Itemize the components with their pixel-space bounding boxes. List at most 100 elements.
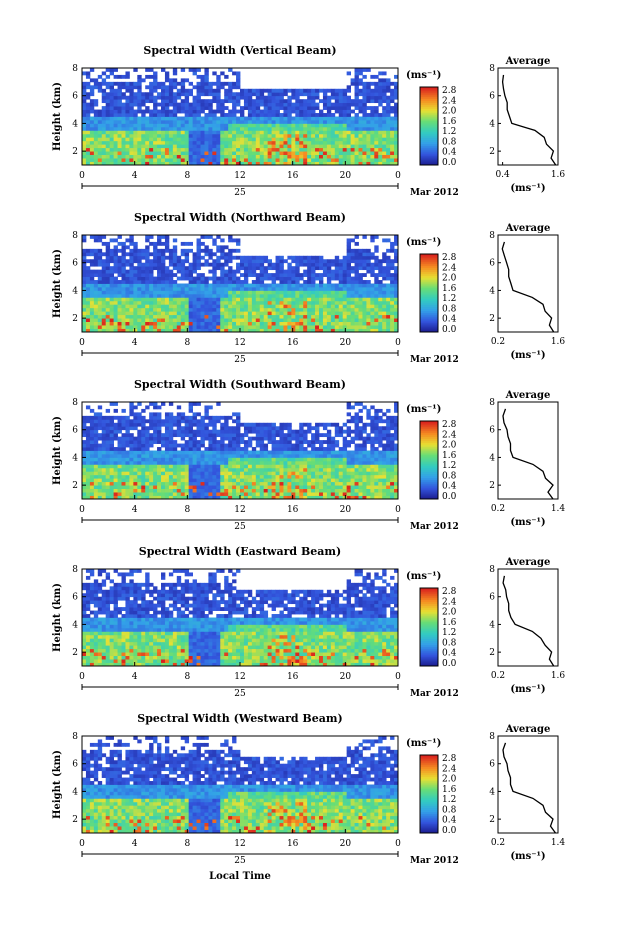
heatmap-cell	[382, 311, 387, 316]
heatmap-cell	[390, 283, 395, 288]
heatmap-cell	[228, 95, 233, 100]
heatmap-cell	[255, 318, 261, 322]
heatmap-cell	[358, 151, 363, 155]
heatmap-cell	[121, 133, 126, 138]
heatmap-cells	[82, 235, 399, 333]
panel-title: Spectral Width (Southward Beam)	[134, 378, 346, 391]
heatmap-cell	[129, 488, 134, 493]
heatmap-cell	[322, 140, 328, 145]
heatmap-cell	[382, 99, 387, 104]
heatmap-cell	[101, 133, 107, 138]
heatmap-cell	[247, 119, 253, 124]
heatmap-cell	[89, 262, 95, 267]
heatmap-cell	[295, 130, 300, 135]
heatmap-cell	[188, 81, 193, 86]
heatmap-cell	[129, 450, 134, 455]
heatmap-cell	[137, 137, 142, 142]
heatmap-cell	[259, 113, 265, 117]
heatmap-cell	[366, 137, 371, 142]
heatmap-cell	[93, 273, 99, 277]
heatmap-cell	[220, 280, 225, 284]
heatmap-cell	[283, 471, 288, 476]
heatmap-cell	[362, 126, 367, 131]
heatmap-cell	[105, 161, 111, 166]
heatmap-cell	[232, 95, 237, 100]
colorbar-segment	[420, 293, 438, 296]
heatmap-cell	[188, 318, 193, 322]
heatmap-cell	[303, 255, 308, 260]
heatmap-cell	[105, 314, 111, 319]
heatmap-cell	[251, 92, 257, 97]
heatmap-cell	[228, 266, 233, 271]
heatmap-cell	[82, 102, 87, 107]
heatmap-cell	[153, 126, 158, 131]
heatmap-cell	[307, 113, 312, 117]
heatmap-cell	[176, 488, 182, 493]
heatmap-cell	[113, 144, 118, 149]
heatmap-cell	[121, 467, 126, 472]
heatmap-cell	[145, 280, 150, 284]
heatmap-cell	[168, 262, 174, 267]
y-tick-label: 2	[72, 147, 78, 157]
heatmap-cell	[117, 293, 122, 298]
heatmap-cell	[303, 99, 308, 104]
heatmap-cell	[157, 102, 162, 107]
heatmap-cell	[164, 293, 170, 298]
heatmap-cell	[366, 123, 371, 128]
heatmap-cell	[200, 474, 205, 479]
heatmap-cell	[200, 116, 205, 121]
heatmap-cell	[303, 481, 308, 486]
heatmap-cell	[121, 304, 126, 309]
heatmap-cell	[366, 116, 371, 121]
heatmap-cell	[82, 457, 87, 462]
heatmap-cell	[228, 151, 233, 155]
heatmap-cell	[212, 130, 217, 135]
heatmap-cell	[319, 280, 324, 284]
heatmap-cell	[303, 88, 308, 93]
heatmap-cell	[224, 286, 229, 291]
heatmap-cell	[251, 318, 257, 322]
heatmap-cell	[157, 130, 162, 135]
heatmap-cell	[390, 106, 395, 110]
heatmap-cell	[200, 88, 205, 93]
heatmap-cell	[330, 478, 336, 483]
heatmap-cell	[240, 464, 245, 469]
heatmap-cell	[192, 266, 197, 271]
heatmap-cell	[291, 161, 296, 166]
heatmap-cell	[188, 447, 193, 451]
heatmap-cell	[346, 283, 351, 288]
heatmap-cell	[236, 99, 241, 104]
heatmap-cell	[255, 140, 261, 145]
heatmap-cell	[299, 321, 304, 326]
heatmap-cell	[228, 154, 233, 159]
heatmap-cell	[374, 328, 379, 333]
colorbar-segment	[420, 294, 438, 298]
heatmap-cell	[247, 259, 253, 264]
heatmap-cell	[129, 314, 134, 319]
heatmap-cell	[133, 241, 138, 246]
heatmap-cell	[204, 144, 209, 149]
heatmap-cell	[204, 68, 209, 72]
heatmap-cell	[141, 325, 146, 329]
heatmap-cell	[247, 109, 253, 114]
colorbar-segment	[420, 126, 438, 129]
heatmap-cell	[283, 144, 288, 149]
heatmap-cell	[89, 109, 95, 114]
heatmap-cell	[113, 269, 118, 274]
heatmap-cell	[303, 158, 308, 162]
heatmap-cell	[322, 88, 328, 93]
heatmap-cell	[299, 283, 304, 288]
heatmap-cell	[101, 492, 107, 496]
heatmap-cell	[164, 140, 170, 145]
heatmap-cell	[164, 495, 170, 500]
heatmap-cell	[168, 325, 174, 329]
heatmap-cell	[243, 307, 249, 312]
heatmap-cell	[224, 133, 229, 138]
heatmap-cell	[137, 119, 142, 124]
heatmap-cell	[224, 99, 229, 104]
heatmap-cell	[243, 492, 249, 496]
heatmap-cell	[303, 133, 308, 138]
heatmap-cell	[346, 106, 351, 110]
heatmap-cell	[366, 304, 371, 309]
heatmap-cell	[164, 290, 170, 295]
